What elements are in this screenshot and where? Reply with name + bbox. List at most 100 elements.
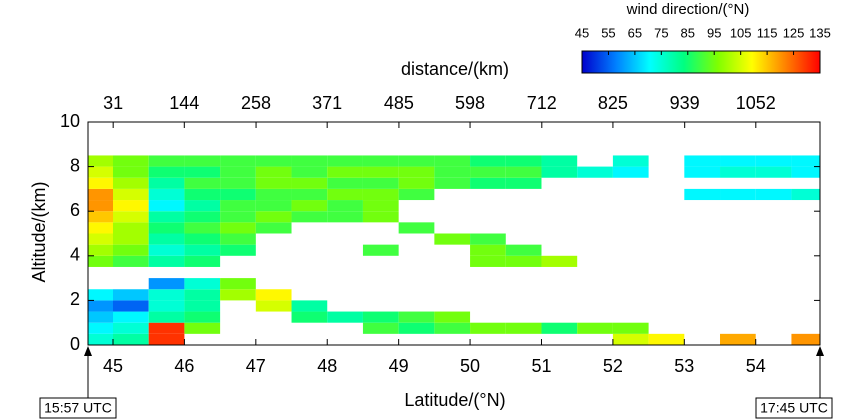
heatmap-cell (184, 155, 221, 167)
heatmap-cell (398, 311, 435, 323)
annotation: 15:57 UTC (44, 400, 112, 416)
colorbar-label: wind direction/(°N) (626, 1, 750, 18)
heatmap-cell (398, 166, 435, 178)
heatmap-cell (88, 322, 113, 334)
x-tick-label: 53 (674, 356, 694, 376)
x-tick-label: 49 (389, 356, 409, 376)
heatmap-cell (148, 289, 185, 301)
heatmap-cell (505, 255, 542, 267)
colorbar (581, 50, 821, 74)
colorbar-tick-label: 55 (601, 25, 615, 40)
heatmap-cell (148, 188, 185, 201)
colorbar-tick-label: 135 (809, 25, 831, 40)
heatmap-cell (255, 155, 292, 167)
heatmap-cell (88, 166, 113, 178)
x2-tick-label: 31 (103, 93, 123, 113)
colorbar-tick-label: 125 (783, 25, 805, 40)
heatmap-cell (398, 222, 435, 234)
x2-tick-label: 485 (384, 93, 414, 113)
heatmap-cell (791, 188, 820, 201)
heatmap-cell (148, 200, 185, 212)
heatmap-cell (88, 211, 113, 223)
heatmap-cell (184, 200, 221, 212)
x2-tick-label: 825 (598, 93, 628, 113)
heatmap-cell (434, 311, 471, 323)
heatmap-cell (505, 244, 542, 256)
heatmap-cell (184, 255, 221, 267)
heatmap-cell (148, 211, 185, 223)
heatmap-cell (291, 188, 328, 201)
heatmap-cell (184, 177, 221, 189)
heatmap-cell (184, 322, 221, 334)
heatmap-cell (255, 166, 292, 178)
heatmap-cell (398, 155, 435, 167)
plot-frame (87, 121, 821, 346)
heatmap-cell (88, 177, 113, 189)
x-tick-label: 47 (246, 356, 266, 376)
heatmap-cell (255, 200, 292, 212)
x2-tick-label: 712 (527, 93, 557, 113)
x-tick-label: 45 (103, 356, 123, 376)
x-tick-label: 52 (603, 356, 623, 376)
heatmap (88, 155, 820, 345)
heatmap-cell (720, 155, 756, 167)
heatmap-cell (112, 289, 149, 301)
heatmap-cell (88, 289, 113, 301)
heatmap-cell (220, 166, 256, 178)
heatmap-cell (148, 233, 185, 245)
heatmap-cell (648, 333, 685, 345)
heatmap-cell (577, 166, 613, 178)
heatmap-cell (755, 155, 792, 167)
heatmap-cell (112, 300, 149, 312)
heatmap-cell (505, 166, 542, 178)
colorbar-tick-label: 95 (707, 25, 721, 40)
colorbar-tick-label: 75 (654, 25, 668, 40)
heatmap-cell (88, 155, 113, 167)
heatmap-cell (148, 311, 185, 323)
x2-tick-label: 939 (670, 93, 700, 113)
heatmap-cell (362, 166, 399, 178)
heatmap-cell (220, 211, 256, 223)
heatmap-cell (684, 166, 721, 178)
x-tick-label: 54 (746, 356, 766, 376)
colorbar-tick-label: 115 (757, 25, 778, 40)
heatmap-cell (112, 166, 149, 178)
x-axis-label: Latitude/(°N) (404, 390, 505, 410)
heatmap-cell (505, 177, 542, 189)
x2-tick-label: 144 (169, 93, 199, 113)
heatmap-cell (541, 155, 578, 167)
heatmap-cell (291, 200, 328, 212)
heatmap-cell (255, 211, 292, 223)
heatmap-cell (434, 322, 471, 334)
heatmap-cell (88, 222, 113, 234)
heatmap-cell (398, 177, 435, 189)
heatmap-cell (434, 166, 471, 178)
heatmap-cell (148, 322, 185, 334)
heatmap-cell (148, 278, 185, 290)
heatmap-cell (148, 177, 185, 189)
heatmap-cell (112, 155, 149, 167)
heatmap-cell (291, 166, 328, 178)
heatmap-cell (184, 188, 221, 201)
heatmap-cell (148, 244, 185, 256)
heatmap-cell (112, 188, 149, 201)
heatmap-cell (148, 166, 185, 178)
heatmap-cell (291, 211, 328, 223)
heatmap-cell (148, 155, 185, 167)
heatmap-cell (684, 155, 721, 167)
heatmap-cell (755, 166, 792, 178)
heatmap-cell (612, 333, 649, 345)
heatmap-cell (291, 155, 328, 167)
heatmap-cell (88, 311, 113, 323)
heatmap-cell (184, 211, 221, 223)
x-tick-label: 46 (174, 356, 194, 376)
y-tick-label: 6 (70, 200, 80, 220)
heatmap-cell (541, 255, 578, 267)
heatmap-cell (220, 222, 256, 234)
heatmap-cell (88, 233, 113, 245)
heatmap-cell (184, 233, 221, 245)
heatmap-cell (327, 166, 363, 178)
heatmap-cell (327, 211, 363, 223)
heatmap-cell (291, 311, 328, 323)
heatmap-cell (720, 166, 756, 178)
